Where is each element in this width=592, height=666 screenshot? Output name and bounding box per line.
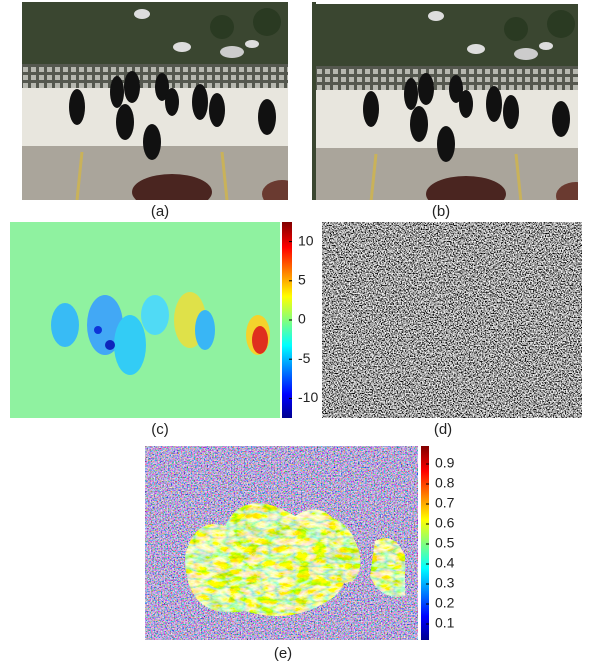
panel-d bbox=[322, 222, 582, 418]
colorbar-tick-label: 0.4 bbox=[435, 555, 455, 571]
panel-label: (a) bbox=[151, 203, 169, 220]
panel-label: (e) bbox=[274, 645, 292, 662]
colorbar-tick-label: 5 bbox=[298, 272, 306, 288]
colorbar-tick-label: -10 bbox=[298, 389, 318, 405]
panel-label: (c) bbox=[151, 421, 169, 438]
figure: (a) (b) (c) (d) (e) 10 5 0 -5 -10 0.9 0.8 0.7 0.… bbox=[0, 0, 592, 666]
panel-label: (b) bbox=[432, 203, 450, 220]
colorbar-tick-label: 0.1 bbox=[435, 615, 455, 631]
colorbar-tick-label: 0.7 bbox=[435, 495, 455, 511]
colorbar-tick-label: 0.8 bbox=[435, 475, 455, 491]
panel-label: (d) bbox=[434, 421, 452, 438]
panel-b bbox=[312, 2, 592, 212]
panel-e bbox=[145, 446, 418, 640]
colorbar-e bbox=[421, 446, 429, 640]
colorbar-tick-label: 0.9 bbox=[435, 455, 455, 471]
colorbar-tick-label: 0.5 bbox=[435, 535, 455, 551]
colorbar-tick-label: 0.6 bbox=[435, 515, 455, 531]
panel-a bbox=[22, 2, 302, 210]
colorbar-tick-label: 10 bbox=[298, 232, 314, 248]
colorbar-tick-label: 0 bbox=[298, 311, 306, 327]
page: (a) (b) (c) (d) (e) 10 5 0 -5 -10 0.9 0.8 0.7 0.… bbox=[0, 0, 592, 666]
colorbar-tick-label: -5 bbox=[298, 350, 311, 366]
panel-c bbox=[10, 222, 280, 418]
colorbar-tick-label: 0.3 bbox=[435, 575, 455, 591]
colorbar-tick-label: 0.2 bbox=[435, 595, 455, 611]
